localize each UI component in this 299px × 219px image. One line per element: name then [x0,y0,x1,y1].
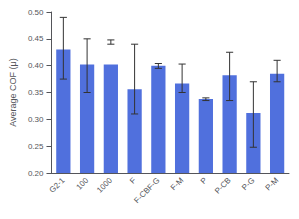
svg-text:100: 100 [74,175,90,191]
svg-text:0.35: 0.35 [28,88,44,97]
svg-text:F: F [128,176,138,186]
svg-text:0.45: 0.45 [28,34,44,43]
svg-text:P: P [199,176,209,186]
svg-text:0.30: 0.30 [28,115,44,124]
svg-text:P-CB: P-CB [213,176,233,196]
svg-text:0.50: 0.50 [28,8,44,17]
svg-text:F-M: F-M [169,176,185,192]
svg-text:G2-1: G2-1 [48,175,67,194]
svg-text:0.20: 0.20 [28,169,44,178]
svg-text:P-G: P-G [240,176,256,192]
svg-text:0.40: 0.40 [28,61,44,70]
svg-text:Average COF (μ): Average COF (μ) [8,58,18,127]
svg-text:0.25: 0.25 [28,142,44,151]
svg-text:P-M: P-M [264,176,281,193]
svg-text:1000: 1000 [95,175,114,194]
svg-text:F-CBF-G: F-CBF-G [132,176,161,205]
